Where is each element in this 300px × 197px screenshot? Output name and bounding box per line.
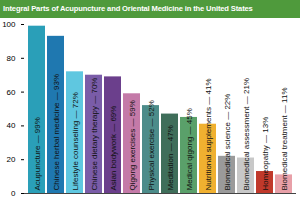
svg-text:100: 100 <box>2 20 16 29</box>
svg-text:Chinese dietary therapy — 70%: Chinese dietary therapy — 70% <box>90 78 99 191</box>
svg-text:0: 0 <box>11 189 16 197</box>
svg-text:Physical exercise — 52%: Physical exercise — 52% <box>147 100 156 190</box>
svg-text:Lifestyle counseling — 72%: Lifestyle counseling — 72% <box>71 92 80 190</box>
svg-text:Chinese herbal medicine — 93%: Chinese herbal medicine — 93% <box>52 74 61 191</box>
svg-text:Asian bodywork — 69%: Asian bodywork — 69% <box>109 106 118 191</box>
svg-text:Homeopathy — 13%: Homeopathy — 13% <box>261 117 270 191</box>
svg-text:Qigong exercises — 59%: Qigong exercises — 59% <box>128 100 137 190</box>
svg-text:20: 20 <box>7 155 16 164</box>
svg-text:Acupuncture — 99%: Acupuncture — 99% <box>33 117 42 190</box>
svg-text:80: 80 <box>7 54 16 63</box>
svg-text:Meditation — 47%: Meditation — 47% <box>166 125 175 190</box>
html-text:Integral Parts of Acupuncture: Integral Parts of Acupuncture and Orient… <box>3 4 253 13</box>
svg-text:Nutritional supplements — 41%: Nutritional supplements — 41% <box>204 78 213 190</box>
svg-text:60: 60 <box>7 88 16 97</box>
svg-text:Biomedical assessment — 21%: Biomedical assessment — 21% <box>242 78 251 191</box>
svg-text:Biomedical science — 22%: Biomedical science — 22% <box>223 94 232 191</box>
svg-text:Medical qigong — 45%: Medical qigong — 45% <box>185 108 194 190</box>
svg-text:40: 40 <box>7 121 16 130</box>
svg-text:Biomedical treatment — 11%: Biomedical treatment — 11% <box>280 87 289 190</box>
